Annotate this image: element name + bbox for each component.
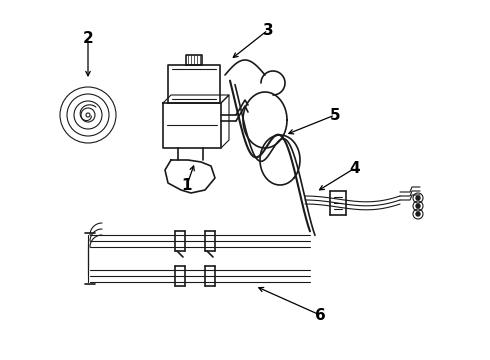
Circle shape: [416, 212, 420, 216]
Text: 6: 6: [315, 307, 325, 323]
Text: 1: 1: [182, 177, 192, 193]
Text: 3: 3: [263, 23, 273, 37]
Text: 2: 2: [83, 31, 94, 45]
Circle shape: [416, 204, 420, 208]
Text: 5: 5: [330, 108, 341, 122]
Text: 4: 4: [350, 161, 360, 176]
Circle shape: [416, 196, 420, 200]
